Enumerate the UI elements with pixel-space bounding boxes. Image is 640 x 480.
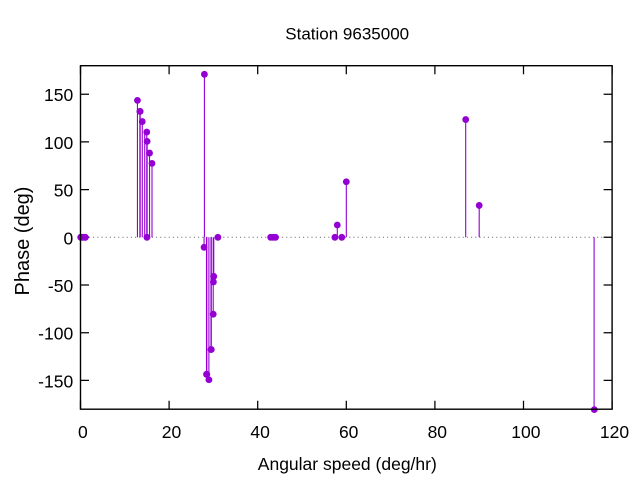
svg-text:0: 0 xyxy=(78,422,88,442)
svg-text:40: 40 xyxy=(250,422,270,442)
svg-text:100: 100 xyxy=(511,422,540,442)
svg-text:0: 0 xyxy=(63,228,73,248)
svg-text:100: 100 xyxy=(44,133,73,153)
svg-text:120: 120 xyxy=(600,422,629,442)
svg-text:80: 80 xyxy=(428,422,448,442)
svg-text:-100: -100 xyxy=(38,324,73,344)
svg-text:-150: -150 xyxy=(38,371,73,391)
svg-text:150: 150 xyxy=(44,85,73,105)
svg-text:Station 9635000: Station 9635000 xyxy=(285,25,409,44)
svg-text:20: 20 xyxy=(162,422,182,442)
svg-text:Angular speed (deg/hr): Angular speed (deg/hr) xyxy=(258,454,437,474)
svg-text:50: 50 xyxy=(54,181,74,201)
svg-text:-50: -50 xyxy=(48,276,74,296)
svg-text:Phase (deg): Phase (deg) xyxy=(12,187,34,296)
svg-text:60: 60 xyxy=(339,422,359,442)
